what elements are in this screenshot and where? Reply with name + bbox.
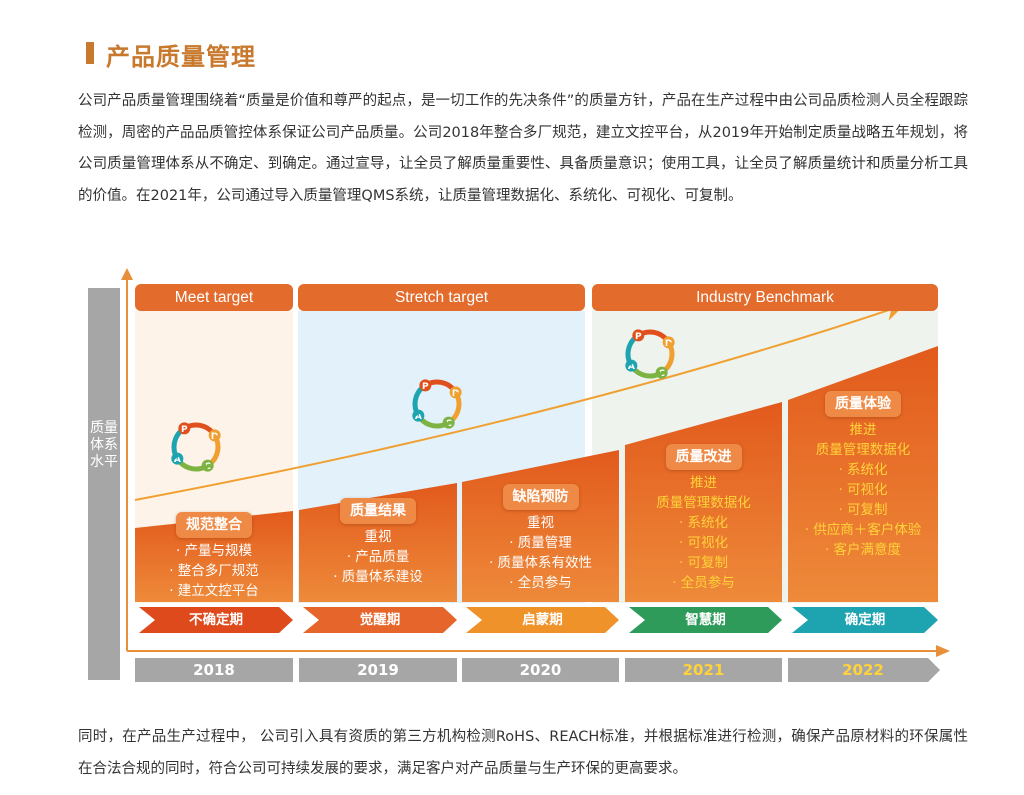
year-bar-2022 [788, 658, 940, 682]
y-axis-label: 质量体系 水平 [90, 420, 118, 470]
phase-arrow-2019 [303, 607, 457, 633]
phase-arrow-2021 [629, 607, 782, 633]
stage-2019: 质量结果重视 · 产品质量 · 质量体系建设 [299, 498, 457, 587]
phase-label: 启蒙期 [522, 612, 563, 628]
y-axis-arrow-icon [121, 268, 133, 280]
stage-area-2019 [299, 483, 457, 602]
stage-item: 质量管理数据化 [656, 495, 751, 511]
stage-item: 质量管理数据化 [815, 442, 911, 458]
pdca-letter: P [635, 332, 642, 342]
pdca-letter: C [204, 462, 211, 472]
phase-arrow-2018 [139, 607, 293, 633]
year-label: 2020 [519, 661, 562, 679]
stage-item: · 产量与规模 [175, 543, 253, 559]
stage-item: · 质量体系建设 [333, 569, 423, 585]
stage-badge: 缺陷预防 [502, 484, 579, 510]
phase-label: 不确定期 [189, 612, 243, 628]
stage-item: 重视 [364, 529, 392, 545]
pdca-letter: A [415, 412, 422, 422]
header-stretch-target: Stretch target [298, 284, 585, 311]
stage-item: · 建立文控平台 [169, 583, 259, 599]
pdca-letter: C [658, 369, 665, 379]
phase-arrow-2020 [466, 607, 619, 633]
year-bar-2019 [299, 658, 457, 682]
pdca-letter: A [628, 362, 635, 372]
year-label: 2021 [682, 661, 725, 679]
title-accent-bar [86, 42, 94, 64]
stage-2018: 规范整合 · 产量与规模 · 整合多厂规范 · 建立文控平台 [135, 512, 293, 601]
stage-2020: 缺陷预防重视 · 质量管理 · 质量体系有效性 · 全员参与 [462, 484, 619, 593]
year-bar-2018 [135, 658, 293, 682]
pdca-letter: A [174, 455, 181, 465]
y-axis-label-bar [88, 288, 120, 680]
stage-item: · 整合多厂规范 [169, 563, 259, 579]
stage-badge: 质量体验 [825, 391, 901, 417]
year-bar-2021 [625, 658, 782, 682]
stage-item: · 可视化 [838, 482, 888, 498]
year-label: 2022 [842, 661, 884, 679]
pdca-letter: P [422, 382, 429, 392]
stage-2022: 质量体验推进质量管理数据化 · 系统化 · 可视化 · 可复制 · 供应商＋客户体验 · … [788, 391, 938, 560]
stage-item: · 质量体系有效性 [488, 555, 593, 571]
intro-paragraph: 公司产品质量管理围绕着“质量是价值和尊严的起点，是一切工作的先决条件”的质量方针… [78, 93, 968, 204]
year-bar-2020 [462, 658, 619, 682]
stage-item: 推进 [849, 422, 877, 438]
outro-paragraph: 同时，在产品生产过程中， 公司引入具有资质的第三方机构检测RoHS、REACH标… [78, 729, 968, 777]
stage-badge: 规范整合 [176, 512, 252, 538]
phase-label: 智慧期 [685, 612, 726, 628]
phase-label: 觉醒期 [359, 612, 401, 628]
stage-item: · 全员参与 [672, 575, 735, 591]
year-label: 2018 [193, 661, 235, 679]
stage-badge: 质量改进 [665, 444, 742, 470]
stage-item: 重视 [527, 515, 554, 531]
stage-item: · 可复制 [838, 502, 888, 518]
stage-badge: 质量结果 [340, 498, 416, 524]
page-title: 产品质量管理 [106, 43, 256, 71]
stage-item: · 系统化 [838, 462, 888, 478]
stage-item: · 客户满意度 [824, 542, 902, 558]
pdca-letter: C [445, 419, 452, 429]
phase-arrow-2022 [792, 607, 938, 633]
phase-label: 确定期 [844, 612, 886, 628]
header-industry-benchmark: Industry Benchmark [592, 284, 938, 311]
pdca-letter: P [181, 425, 188, 435]
growth-curve-arrow [134, 301, 905, 501]
stage-area-2021 [625, 402, 782, 602]
stage-area-2020 [462, 450, 619, 602]
header-meet-target: Meet target [135, 284, 293, 311]
stage-2021: 质量改进推进质量管理数据化 · 系统化 · 可视化 · 可复制 · 全员参与 [625, 444, 782, 593]
year-label: 2019 [357, 661, 399, 679]
stage-item: · 全员参与 [509, 575, 572, 591]
x-axis-arrow-icon [936, 645, 950, 657]
stage-item: · 质量管理 [509, 535, 572, 551]
stage-item: 推进 [690, 475, 717, 491]
stage-item: · 系统化 [678, 515, 729, 531]
stage-item: · 可复制 [678, 555, 729, 571]
stage-item: · 供应商＋客户体验 [804, 522, 922, 538]
stage-item: · 产品质量 [346, 549, 410, 565]
stage-area-2018 [135, 511, 293, 602]
stage-item: · 可视化 [678, 535, 729, 551]
